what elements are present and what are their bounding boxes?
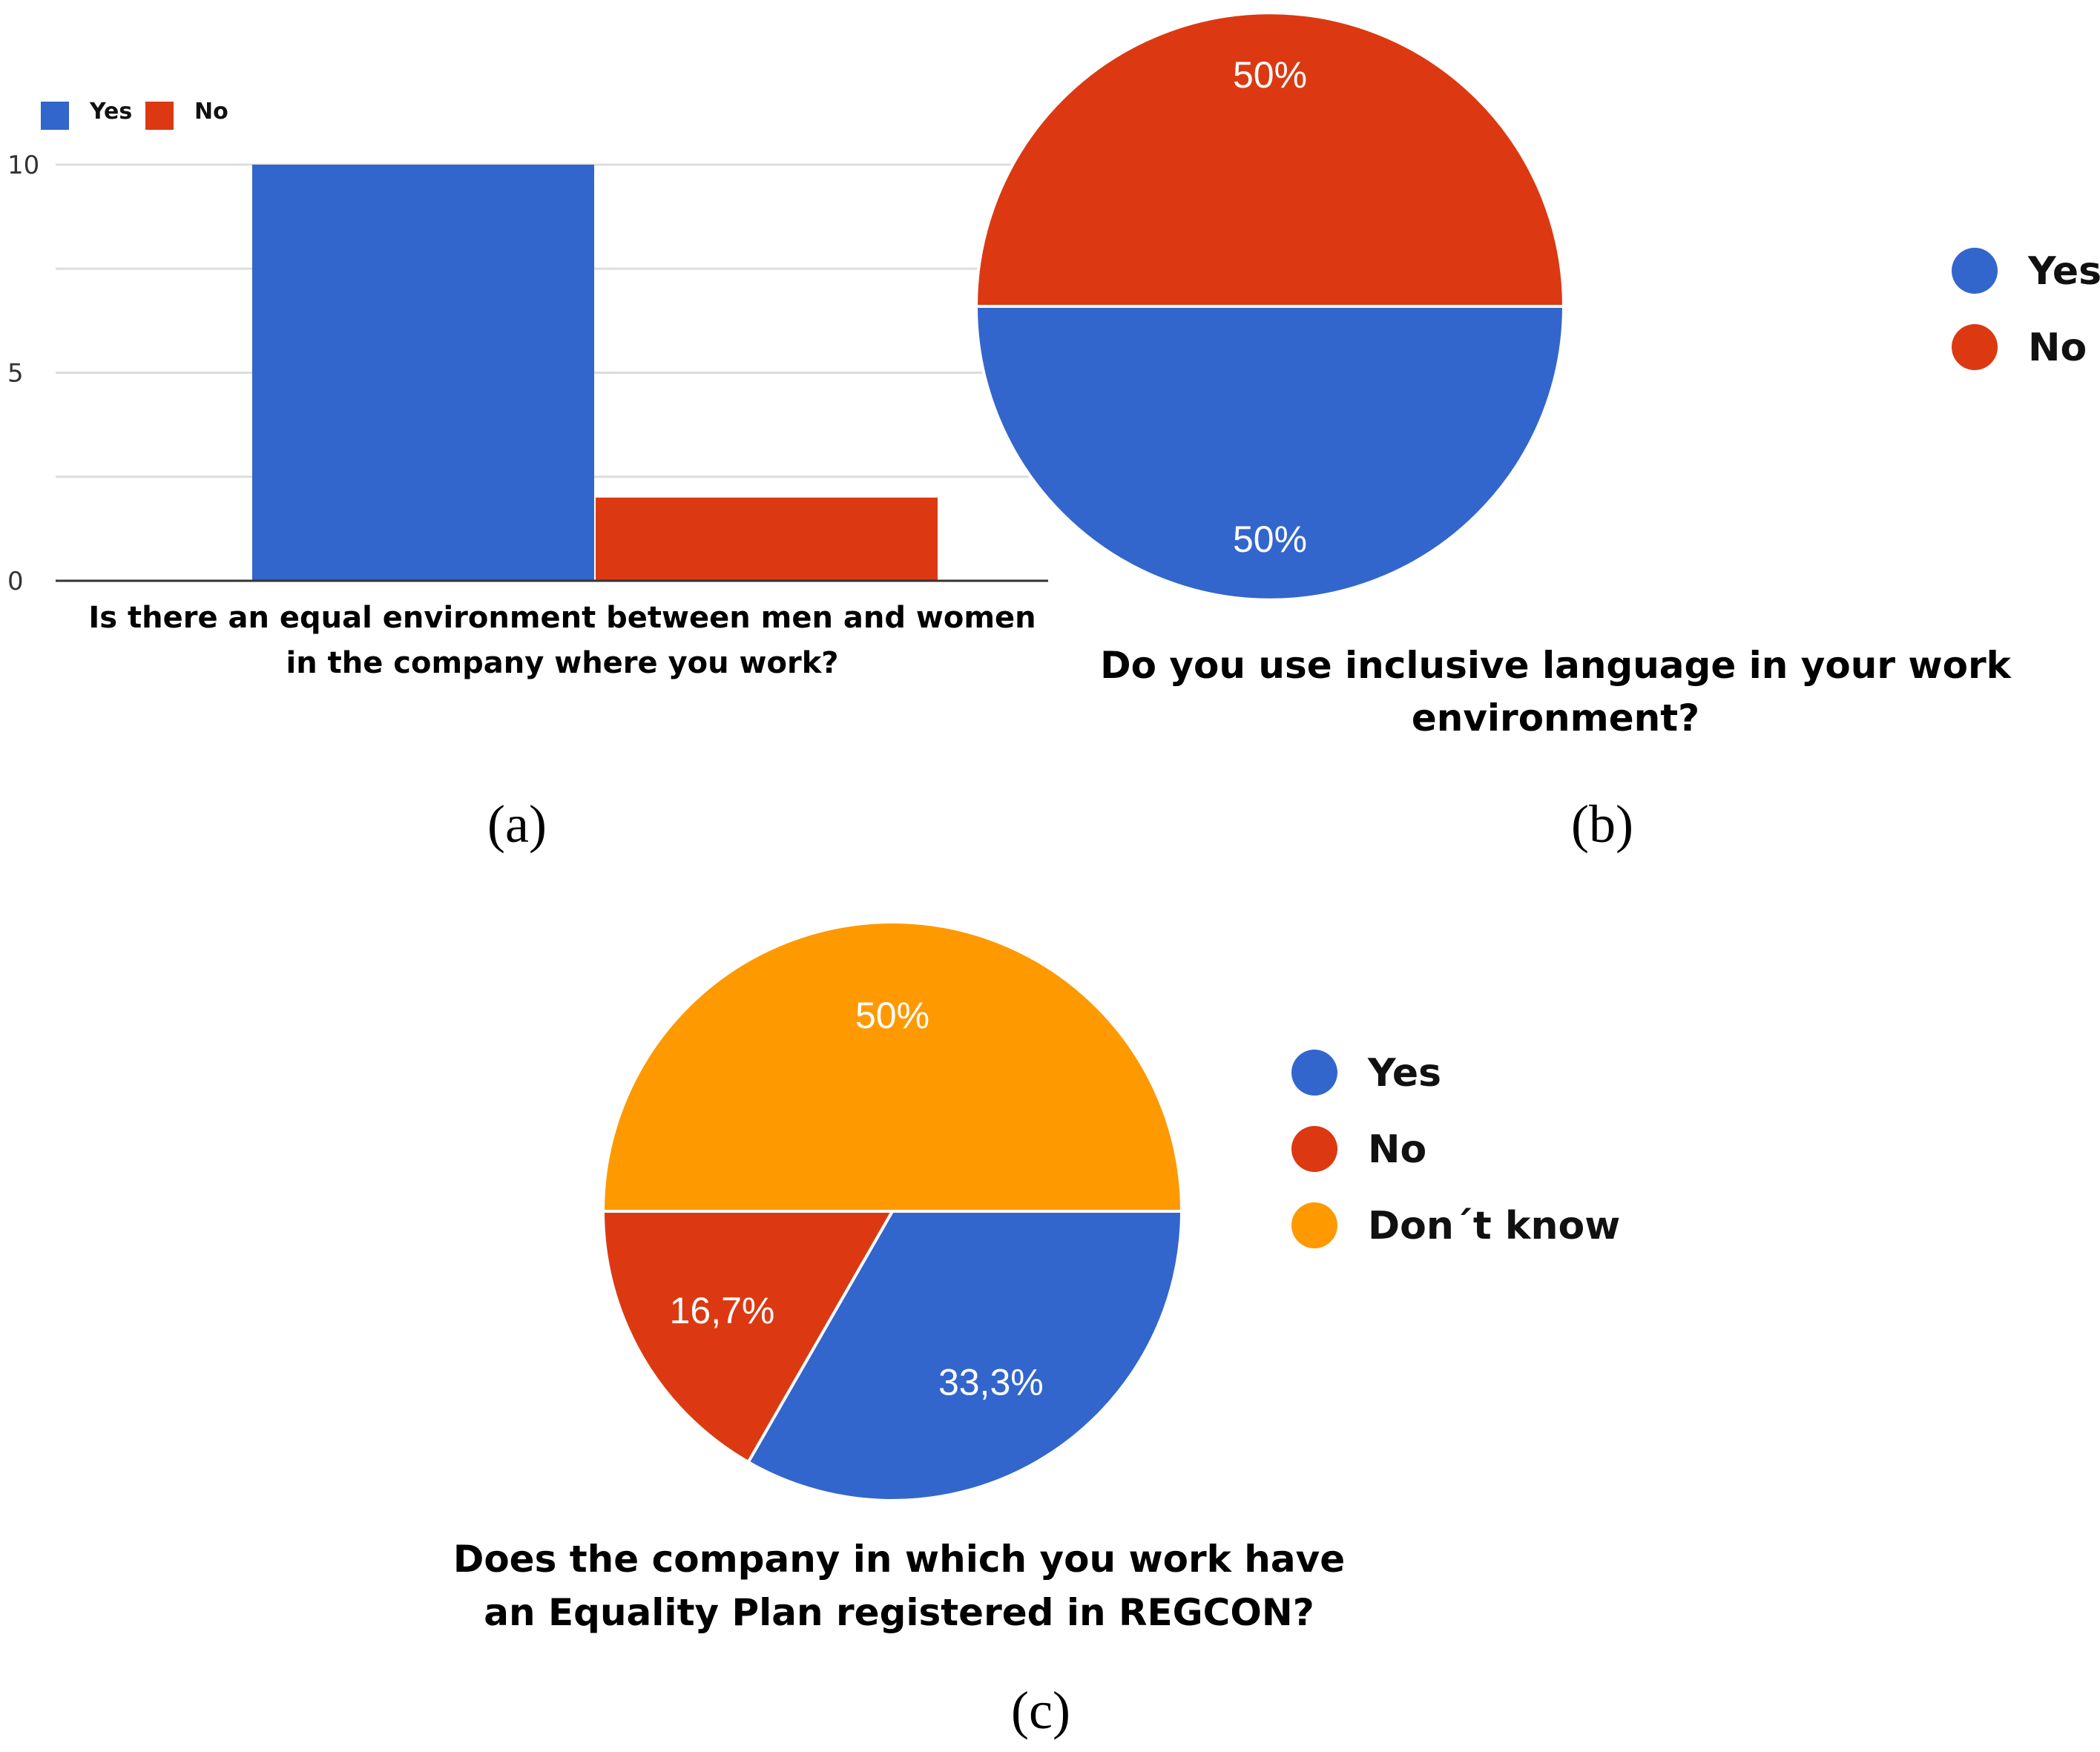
legend-label-no: No (1368, 1127, 1426, 1172)
panel-a-bar-chart: 0 5 10 Yes No Is there an equal environment… (7, 99, 1048, 854)
legend-label-yes: Yes (2027, 249, 2100, 294)
question-c-line-2: an Equality Plan registered in REGCON? (484, 1591, 1314, 1634)
panel-label-a: (a) (487, 794, 547, 854)
panel-b-pie-chart: 50% 50% Yes No Do you use inclusive langua… (974, 11, 2100, 854)
panel-c-pie-chart: 33,3% 16,7% 50% Yes No Don´t know Does the c… (453, 921, 1620, 1740)
pie-slices (601, 921, 1184, 1502)
pie-slice-no (601, 1210, 895, 1464)
panel-label-c: (c) (1011, 1681, 1070, 1740)
question-b-line-2: environment? (1412, 696, 1699, 740)
bar-no (596, 497, 938, 581)
legend-dot-yes (1291, 1050, 1337, 1096)
legend-label-yes: Yes (1367, 1051, 1441, 1096)
panel-label-b: (b) (1571, 794, 1633, 854)
pie-slice-don-t-know (601, 921, 1184, 1213)
legend-dot-no (1952, 324, 1998, 370)
slice-label-no: 16,7% (670, 1290, 775, 1331)
legend-a: Yes No (41, 99, 228, 130)
legend-b: Yes No (1952, 248, 2100, 370)
pie-slice-yes (974, 305, 1566, 602)
pie-slice-yes (745, 1210, 1184, 1502)
legend-label-no: No (2028, 326, 2087, 370)
y-tick-labels: 0 5 10 (7, 151, 39, 596)
legend-dot-yes (1952, 248, 1998, 294)
legend-c: Yes No Don´t know (1291, 1050, 1620, 1248)
slice-labels: 50% 50% (1233, 54, 1307, 560)
bar-yes (252, 165, 594, 581)
slice-label-no: 50% (1233, 54, 1307, 96)
slice-labels: 33,3% 16,7% 50% (670, 995, 1044, 1403)
legend-label-yes: Yes (89, 99, 132, 125)
question-a-line-2: in the company where you work? (286, 646, 839, 680)
y-tick-label: 0 (7, 567, 24, 596)
question-b-line-1: Do you use inclusive language in your wo… (1100, 644, 2012, 687)
legend-swatch-no (145, 102, 174, 130)
legend-label-don-t-know: Don´t know (1368, 1204, 1620, 1248)
legend-dot-don-t-know (1291, 1202, 1337, 1248)
question-c-line-1: Does the company in which you work have (453, 1538, 1345, 1581)
pie-slices (974, 11, 1566, 602)
legend-label-no: No (194, 99, 228, 125)
pie-slice-no (974, 11, 1566, 308)
y-tick-label: 5 (7, 359, 24, 389)
slice-label-don-t-know: 50% (855, 995, 929, 1036)
legend-dot-no (1291, 1126, 1337, 1172)
y-tick-label: 10 (7, 151, 39, 180)
legend-swatch-yes (41, 102, 69, 130)
slice-label-yes: 33,3% (938, 1362, 1044, 1403)
slice-label-yes: 50% (1233, 518, 1307, 560)
bars (252, 165, 938, 581)
question-a-line-1: Is there an equal environment between me… (88, 601, 1036, 635)
